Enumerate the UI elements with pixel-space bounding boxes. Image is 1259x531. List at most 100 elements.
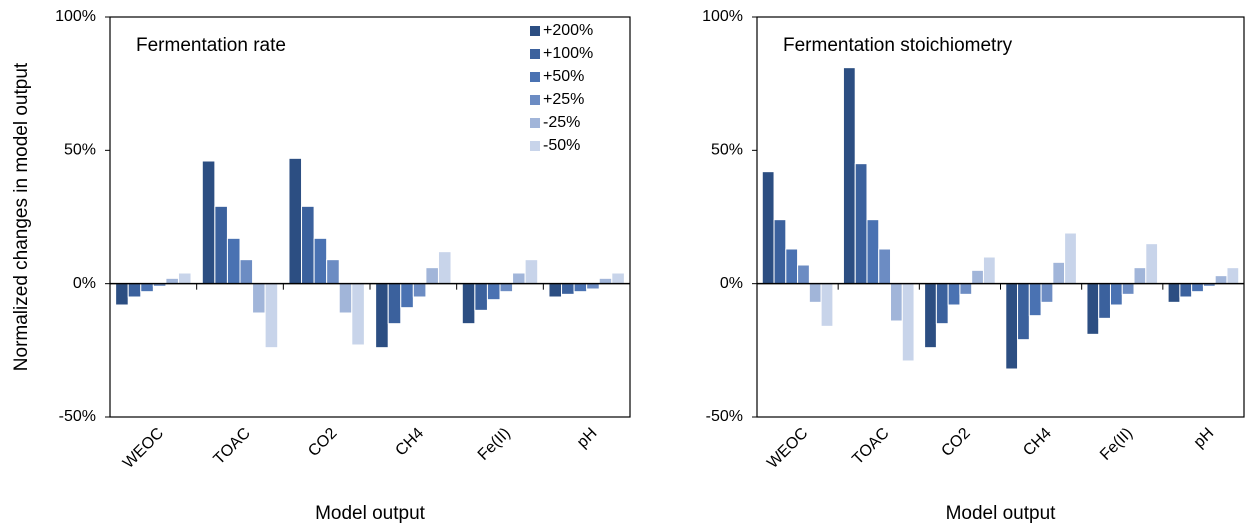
bar bbox=[375, 283, 389, 349]
legend-label: +25% bbox=[543, 91, 584, 108]
bar bbox=[1028, 283, 1042, 317]
bar bbox=[598, 277, 613, 285]
x-tick-label: pH bbox=[1191, 425, 1217, 451]
bar bbox=[959, 283, 973, 295]
bar bbox=[866, 219, 880, 285]
bar bbox=[1133, 267, 1147, 285]
bar bbox=[820, 283, 834, 327]
bar bbox=[1052, 261, 1066, 285]
x-tick-label: WEOC bbox=[764, 425, 811, 472]
bar bbox=[901, 283, 915, 362]
x-axis-title: Model output bbox=[315, 503, 426, 524]
x-tick-label: CH4 bbox=[392, 425, 427, 460]
legend-swatch bbox=[530, 72, 540, 82]
bar bbox=[561, 283, 575, 295]
bar bbox=[140, 283, 154, 293]
bar bbox=[214, 205, 228, 285]
bar bbox=[201, 160, 216, 285]
bar bbox=[1191, 283, 1204, 293]
bar bbox=[351, 283, 365, 346]
bar bbox=[264, 283, 279, 349]
bar bbox=[890, 283, 903, 322]
bar bbox=[1145, 243, 1159, 285]
bar bbox=[1064, 232, 1077, 285]
bar bbox=[982, 256, 996, 285]
bar bbox=[301, 205, 315, 285]
bar bbox=[177, 272, 192, 285]
bar bbox=[785, 248, 799, 285]
plot-frame bbox=[109, 16, 631, 418]
bar bbox=[499, 283, 514, 293]
x-axis-title: Model output bbox=[946, 503, 1057, 524]
bar bbox=[400, 283, 414, 309]
bar bbox=[935, 283, 949, 325]
x-tick-label: CO2 bbox=[938, 425, 973, 460]
y-tick-label: -50% bbox=[59, 408, 96, 425]
bar bbox=[611, 272, 625, 285]
bar bbox=[573, 283, 588, 293]
bar bbox=[548, 283, 563, 298]
x-tick-label: TOAC bbox=[849, 425, 892, 468]
legend-label: +50% bbox=[543, 68, 584, 85]
bar bbox=[1086, 283, 1100, 335]
legend-swatch bbox=[530, 118, 540, 128]
bar bbox=[115, 283, 129, 306]
bar bbox=[773, 219, 787, 285]
bar bbox=[842, 67, 856, 285]
y-axis-title: Normalized changes in model output bbox=[11, 62, 32, 371]
bar bbox=[226, 237, 241, 285]
x-tick-label: WEOC bbox=[120, 425, 167, 472]
bar bbox=[1214, 275, 1228, 285]
bar bbox=[412, 283, 427, 298]
bar bbox=[486, 283, 501, 301]
bar bbox=[239, 259, 254, 285]
bar bbox=[924, 283, 937, 349]
bar bbox=[1109, 283, 1123, 306]
legend-swatch bbox=[530, 49, 540, 59]
bar bbox=[761, 171, 775, 285]
bar bbox=[338, 283, 353, 314]
bar bbox=[387, 283, 402, 325]
bar bbox=[1040, 283, 1054, 303]
y-tick-label: 100% bbox=[702, 8, 743, 25]
chart-title: Fermentation stoichiometry bbox=[783, 35, 1013, 56]
y-tick-label: 100% bbox=[55, 8, 96, 25]
bar bbox=[1098, 283, 1111, 319]
y-tick-label: 0% bbox=[73, 275, 96, 292]
bar bbox=[854, 163, 868, 285]
bar bbox=[1017, 283, 1030, 341]
bar bbox=[512, 272, 526, 285]
y-tick-label: 0% bbox=[720, 275, 743, 292]
x-tick-label: pH bbox=[574, 425, 600, 451]
bar bbox=[808, 283, 822, 303]
x-tick-label: CO2 bbox=[305, 425, 340, 460]
bar bbox=[878, 248, 892, 285]
bar bbox=[797, 264, 810, 285]
bar bbox=[252, 283, 266, 314]
y-tick-label: -50% bbox=[706, 408, 743, 425]
plot-frame bbox=[756, 16, 1245, 418]
bar bbox=[437, 251, 452, 285]
legend-swatch bbox=[530, 95, 540, 105]
bar bbox=[313, 237, 328, 285]
chart-title: Fermentation rate bbox=[136, 35, 286, 56]
bar bbox=[425, 267, 439, 285]
x-tick-label: CH4 bbox=[1020, 425, 1055, 460]
x-tick-label: Fe(II) bbox=[475, 425, 514, 464]
bar bbox=[288, 157, 303, 285]
legend-label: -50% bbox=[543, 137, 580, 154]
x-tick-label: Fe(II) bbox=[1097, 425, 1136, 464]
bar bbox=[524, 259, 539, 285]
legend-label: -25% bbox=[543, 114, 580, 131]
legend-swatch bbox=[530, 141, 540, 151]
bar bbox=[474, 283, 488, 311]
legend-swatch bbox=[530, 26, 540, 36]
bar bbox=[461, 283, 476, 325]
bar bbox=[586, 283, 600, 290]
y-tick-label: 50% bbox=[64, 142, 96, 159]
bar bbox=[326, 259, 340, 285]
bar bbox=[947, 283, 961, 306]
bar bbox=[1226, 267, 1240, 285]
y-tick-label: 50% bbox=[711, 142, 743, 159]
